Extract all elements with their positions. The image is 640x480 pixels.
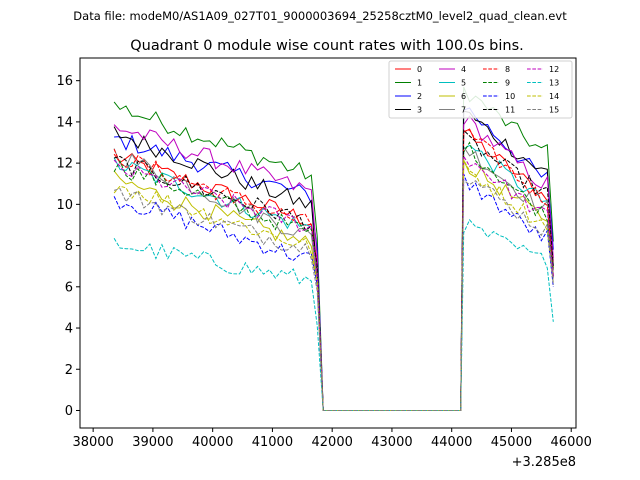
series-line-10 [113, 173, 554, 411]
series-line-11 [113, 129, 554, 411]
y-tick-label: 4 [65, 322, 73, 337]
series-line-0 [113, 128, 554, 411]
legend-label-11: 11 [505, 106, 515, 115]
series-line-7 [113, 145, 554, 411]
series-line-3 [113, 110, 554, 411]
x-tick-label: 42000 [312, 435, 353, 450]
x-tick-label: 45000 [491, 435, 532, 450]
y-tick-label: 8 [65, 239, 73, 254]
x-tick-label: 41000 [252, 435, 293, 450]
legend-label-0: 0 [417, 65, 422, 74]
plot-lines [113, 86, 554, 411]
x-tick-label: 39000 [132, 435, 173, 450]
legend-label-3: 3 [417, 106, 422, 115]
y-tick-label: 6 [65, 280, 73, 295]
y-tick-label: 10 [56, 198, 73, 213]
legend-frame [388, 60, 573, 119]
legend-label-8: 8 [505, 65, 510, 74]
legend-label-1: 1 [417, 79, 422, 88]
x-axis-offset-label: +3.285e8 [512, 455, 576, 470]
legend-label-15: 15 [549, 106, 559, 115]
series-line-14 [113, 158, 554, 411]
legend-label-5: 5 [461, 79, 466, 88]
series-line-5 [113, 144, 554, 411]
y-tick-label: 12 [56, 157, 73, 172]
x-tick-label: 38000 [72, 435, 113, 450]
axes-frame [79, 57, 577, 429]
y-tick-label: 2 [65, 363, 73, 378]
legend-label-9: 9 [505, 79, 510, 88]
y-tick-label: 16 [56, 74, 73, 89]
series-line-12 [113, 154, 554, 411]
x-tick-label: 40000 [192, 435, 233, 450]
series-line-8 [113, 129, 554, 411]
series-line-9 [113, 141, 554, 411]
x-tick-label: 43000 [371, 435, 412, 450]
series-line-15 [113, 179, 554, 411]
x-tick-label: 44000 [431, 435, 472, 450]
x-axis-ticks: 38000 39000 40000 41000 42000 43000 44000 45000… [72, 428, 592, 450]
chart-suptitle: Data file: modeM0/AS1A09_027T01_90000036… [73, 9, 567, 23]
legend-label-12: 12 [549, 65, 559, 74]
series-line-6 [113, 160, 554, 411]
y-tick-label: 0 [65, 404, 73, 419]
series-line-2 [114, 107, 554, 411]
series-line-4 [113, 115, 554, 411]
legend-label-4: 4 [461, 65, 466, 74]
chart-title: Quadrant 0 module wise count rates with … [130, 38, 524, 54]
legend-label-6: 6 [461, 92, 466, 101]
legend-label-10: 10 [505, 92, 515, 101]
legend-label-2: 2 [417, 92, 422, 101]
series-line-13 [113, 218, 554, 411]
y-axis-ticks: 0 2 4 6 8 10 12 14 16 [56, 74, 80, 419]
x-tick-label: 46000 [551, 435, 592, 450]
legend-label-7: 7 [461, 106, 466, 115]
legend-label-13: 13 [549, 79, 559, 88]
legend-label-14: 14 [549, 92, 559, 101]
y-tick-label: 14 [56, 115, 73, 130]
